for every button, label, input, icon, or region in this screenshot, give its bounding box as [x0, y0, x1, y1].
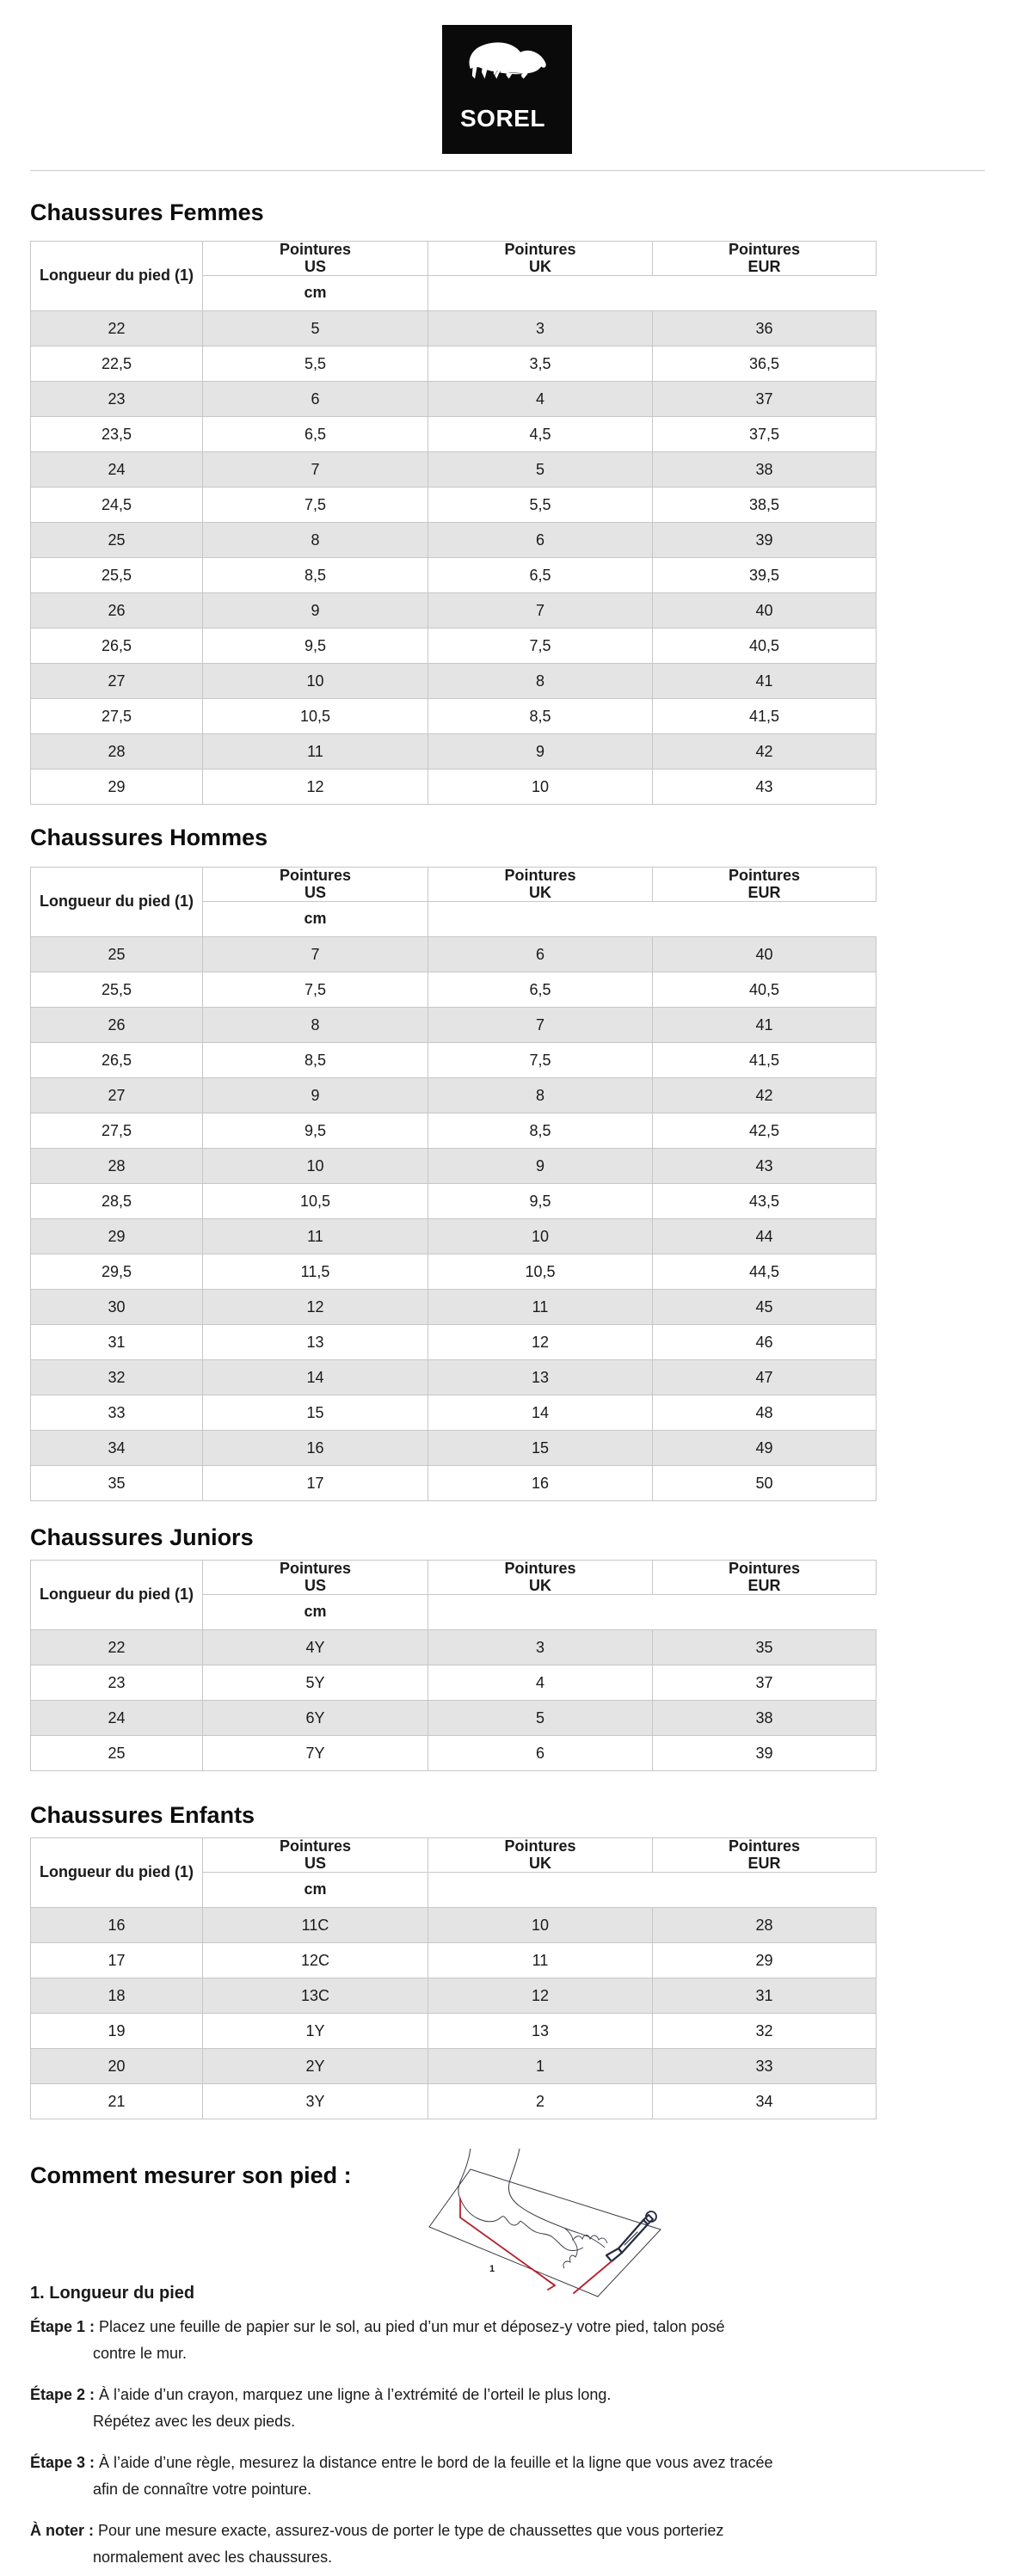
svg-text:SOREL: SOREL — [460, 105, 545, 132]
svg-text:1: 1 — [489, 2264, 495, 2274]
